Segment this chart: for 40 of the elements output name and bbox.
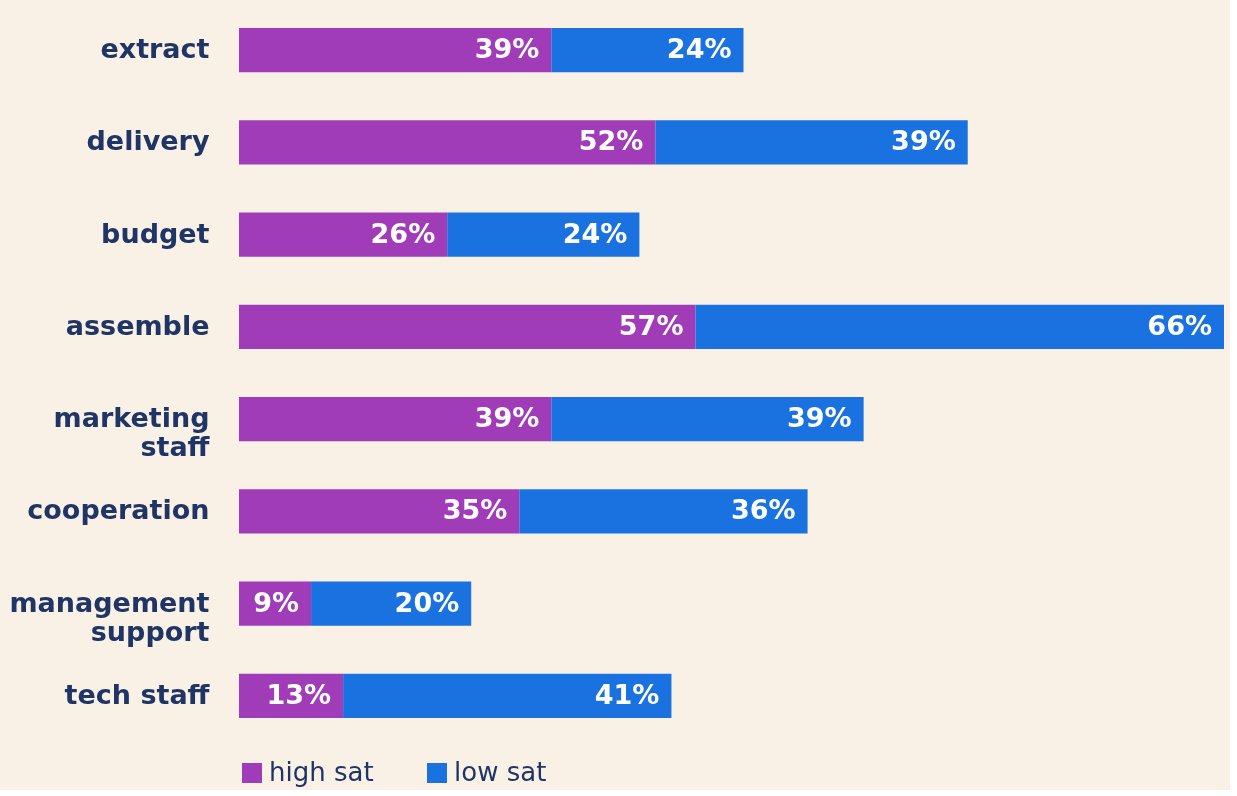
data-label: 66% (1147, 309, 1212, 341)
data-label: 35% (442, 494, 508, 526)
data-label: 13% (266, 678, 332, 710)
data-label: 52% (578, 125, 644, 157)
y-tick-label: tech staff (64, 678, 211, 710)
y-tick-label: management support (9, 586, 210, 647)
bar (239, 396, 552, 442)
bar (239, 27, 552, 73)
data-label: 36% (730, 494, 796, 526)
data-label: 39% (891, 125, 956, 157)
bar (519, 489, 808, 534)
data-label: 39% (474, 402, 540, 434)
data-label: 26% (370, 217, 436, 249)
bar (239, 212, 448, 257)
y-tick-label: delivery (86, 125, 210, 157)
data-label: 57% (618, 309, 684, 341)
y-tick-label: cooperation (27, 494, 210, 526)
data-label: 41% (594, 678, 660, 710)
data-label: 9% (253, 586, 300, 618)
bar (551, 396, 864, 442)
data-label: 39% (474, 33, 540, 65)
bar (551, 27, 744, 73)
y-tick-label: assemble (65, 309, 210, 341)
bar (311, 581, 472, 626)
bar (239, 120, 656, 165)
bar (695, 304, 1224, 350)
bar (655, 120, 968, 165)
y-tick-label: marketing staff (53, 402, 211, 463)
data-label: 39% (786, 402, 852, 434)
legend-label: low sat (454, 757, 547, 787)
data-label: 24% (562, 217, 628, 249)
data-label: 24% (666, 33, 732, 65)
y-tick-label: budget (101, 217, 210, 249)
legend-label: high sat (269, 757, 374, 787)
bar (343, 673, 672, 719)
y-tick-label: extract (100, 33, 210, 65)
data-label: 20% (394, 586, 460, 618)
bar (447, 212, 640, 257)
bar (239, 489, 520, 534)
bar (239, 304, 696, 350)
